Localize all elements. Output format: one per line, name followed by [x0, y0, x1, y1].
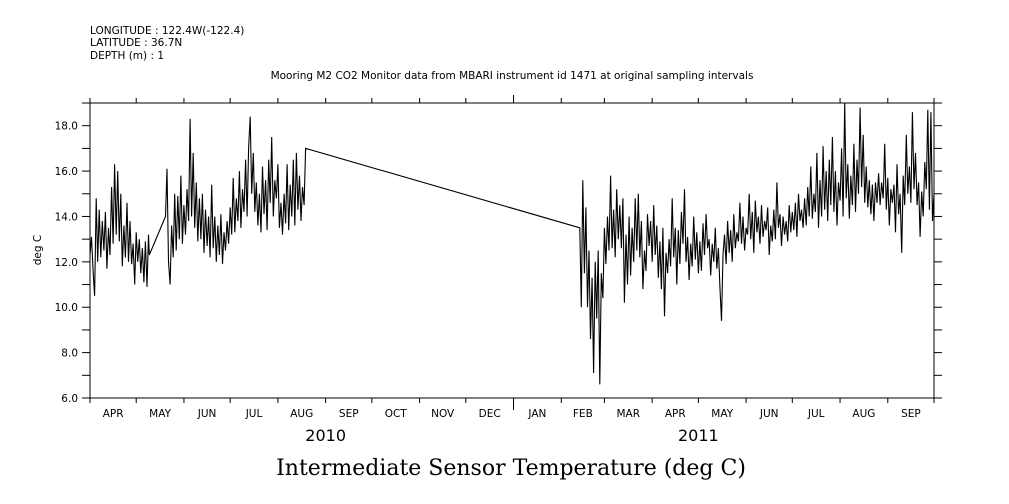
- latitude-label: LATITUDE : 36.7N: [90, 37, 182, 49]
- x-tick-label: DEC: [479, 408, 501, 420]
- y-tick-label: 8.0: [61, 348, 78, 360]
- x-tick-label: JUN: [759, 408, 779, 420]
- x-tick-label: AUG: [852, 408, 875, 420]
- y-tick-label: 16.0: [55, 166, 78, 178]
- y-tick-label: 18.0: [55, 121, 78, 133]
- y-tick-label: 6.0: [61, 393, 78, 405]
- year-label: 2010: [305, 426, 346, 445]
- longitude-label: LONGITUDE : 122.4W(-122.4): [90, 25, 244, 37]
- x-tick-label: MAY: [711, 408, 733, 420]
- axes: 6.0 8.0 10.0 12.0 14.0 16.0 18.0 APR MAY JUN JUL AU…: [55, 95, 942, 445]
- depth-label: DEPTH (m) : 1: [90, 50, 164, 62]
- x-tick-label: FEB: [573, 408, 593, 420]
- x-tick-label: SEP: [901, 408, 921, 420]
- x-tick-label: JAN: [527, 408, 546, 420]
- x-tick-label: SEP: [339, 408, 359, 420]
- series-line: [89, 102, 935, 385]
- x-tick-label: JUN: [197, 408, 217, 420]
- y-tick-label: 12.0: [55, 257, 78, 269]
- x-tick-label: JUL: [245, 408, 263, 420]
- x-tick-label: JUL: [807, 408, 825, 420]
- y-axis-label: deg C: [32, 235, 44, 265]
- year-label: 2011: [678, 426, 719, 445]
- x-tick-label: APR: [665, 408, 686, 420]
- x-tick-label: MAR: [617, 408, 641, 420]
- data-series: [89, 102, 935, 385]
- x-tick-label: NOV: [431, 408, 455, 420]
- x-tick-label: MAY: [149, 408, 171, 420]
- y-tick-label: 10.0: [55, 302, 78, 314]
- y-tick-label: 14.0: [55, 211, 78, 223]
- chart-title: Mooring M2 CO2 Monitor data from MBARI i…: [271, 70, 754, 82]
- x-axis-title: Intermediate Sensor Temperature (deg C): [276, 456, 746, 481]
- x-tick-label: APR: [103, 408, 124, 420]
- x-tick-label: AUG: [290, 408, 313, 420]
- x-tick-label: OCT: [385, 408, 408, 420]
